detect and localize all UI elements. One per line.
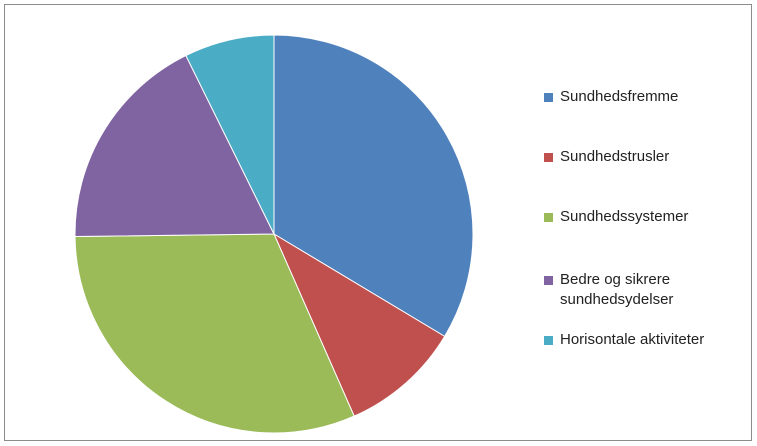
legend-item-horisontale-aktiviteter: Horisontale aktiviteter: [544, 330, 704, 350]
legend-item-sundhedstrusler: Sundhedstrusler: [544, 147, 669, 167]
pie-slices: [74, 34, 474, 434]
legend-item-bedre-og-sikrere-sundhedsydelser: Bedre og sikrere sundhedsydelser: [544, 270, 673, 310]
legend-swatch: [544, 153, 553, 162]
legend-label: Sundhedssystemer: [560, 208, 689, 225]
pie-slice-horisontale-aktiviteter: [185, 34, 275, 235]
legend-label: Sundhedstrusler: [560, 148, 670, 165]
legend-label: Horisontale aktiviteter: [560, 331, 705, 348]
legend-swatch: [544, 276, 553, 285]
legend-swatch: [544, 213, 553, 222]
legend-swatch: [544, 336, 553, 345]
pie-slice-sundhedssystemer: [74, 233, 355, 434]
pie-slice-sundhedsfremme: [273, 34, 474, 338]
legend-swatch: [544, 93, 553, 102]
pie-slice-bedre-og-sikrere: [74, 54, 275, 238]
legend-item-sundhedsfremme: Sundhedsfremme: [544, 87, 678, 107]
legend-label: Sundhedsfremme: [560, 88, 679, 105]
legend-label: Bedre og sikrere sundhedsydelser: [560, 271, 674, 308]
legend-item-sundhedssystemer: Sundhedssystemer: [544, 207, 688, 227]
pie-slice-sundhedstrusler: [272, 232, 446, 417]
